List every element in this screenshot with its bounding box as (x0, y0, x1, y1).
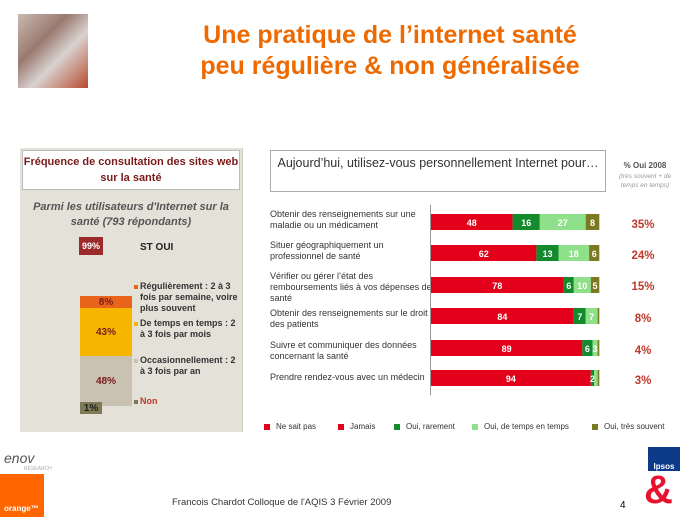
bar-segment-r6-jamais (431, 370, 591, 386)
title-line-1: Une pratique de l’internet santé (203, 21, 577, 49)
bar-segment-r4-oui-tr-s-souvent (597, 308, 600, 324)
bar-segment-r6-oui-tr-s-souvent (597, 370, 600, 386)
segment-occasionally: 48% (80, 356, 132, 406)
bar-segment-r6-oui-rarement (590, 370, 595, 386)
page-title: Une pratique de l’internet santé peu rég… (110, 20, 670, 82)
bar-label-r2-s3: 18 (569, 249, 579, 259)
bar-label-r5-s1: 89 (502, 344, 512, 354)
bar-segment-r1-oui-de-temps-en-temps (539, 214, 586, 230)
enov-logo-sub: RESEARCH (24, 466, 52, 472)
bar-segment-r2-oui-de-temps-en-temps (558, 245, 590, 261)
frequency-heading-box (22, 150, 240, 190)
segment-regular: 8% (80, 296, 132, 308)
bar-label-r1-s1: 48 (467, 218, 477, 228)
ampersand-logo: & (644, 468, 673, 512)
row-label-6: Prendre rendez-vous avec un médecin (270, 372, 425, 382)
bar-segment-r4-oui-rarement (573, 308, 586, 324)
bar-label-r2-s4: 6 (592, 249, 597, 259)
bar-segment-r1-oui-rarement (512, 214, 540, 230)
bar-label-r5-s2: 6 (585, 344, 590, 354)
question-text: Aujourd’hui, utilisez-vous personnelleme… (277, 156, 599, 170)
legend-item-rarement: Oui, rarement (394, 422, 455, 431)
oui-2008-2: 24% (631, 250, 655, 262)
segment-label-regular: Régulièrement : 2 à 3 fois par semaine, … (140, 281, 238, 313)
oui-2008-6: 3% (634, 375, 652, 387)
segment-no: 1% (80, 402, 102, 414)
question-box (270, 150, 606, 192)
bar-segment-r4-oui-de-temps-en-temps (585, 308, 598, 324)
chart-axis-line (430, 205, 431, 395)
oui-2008-1: 35% (631, 219, 655, 231)
legend-square-no (134, 400, 138, 404)
row-label-4: Obtenir des renseignements sur le droit … (270, 308, 428, 329)
segment-label-sometimes: De temps en temps : 2 à 3 fois par mois (140, 318, 236, 339)
bar-label-r2-s1: 62 (479, 249, 489, 259)
oui-2008-4: 8% (634, 313, 652, 325)
bar-segment-r5-oui-rarement (582, 340, 593, 356)
bar-segment-r3-oui-de-temps-en-temps (573, 277, 591, 293)
oui-2008-header: % Oui 2008 (623, 161, 667, 170)
segment-label-occasionally: Occasionnellement : 2 à 3 fois par an (140, 355, 236, 376)
bar-label-r2-s2: 13 (542, 249, 552, 259)
bar-segment-r2-oui-tr-s-souvent (589, 245, 600, 261)
oui-2008-note: (très souvent + de temps en temps) (618, 173, 672, 189)
bar-label-r4-s1: 84 (497, 312, 507, 322)
page-number: 4 (620, 500, 626, 511)
bar-label-r1-s3: 27 (558, 218, 568, 228)
bar-label-r5-s3: 3 (593, 344, 598, 354)
legend-square-regular (134, 285, 138, 289)
bar-segment-r3-oui-tr-s-souvent (590, 277, 600, 293)
bar-label-r3-s3: 10 (577, 281, 587, 291)
bar-label-r6-s1: 94 (506, 374, 516, 384)
bar-segment-r2-oui-rarement (536, 245, 559, 261)
row-label-3: Vérifier ou gérer l’état des rembourseme… (270, 271, 432, 303)
frequency-subtitle: Parmi les utilisateurs d'Internet sur la… (33, 201, 229, 228)
legend-item-de-temps-en-temps: Oui, de temps en temps (472, 422, 569, 431)
title-line-2: peu régulière & non généralisée (200, 52, 580, 80)
legend-square-sometimes (134, 322, 138, 326)
footer-text: Francois Chardot Colloque de l'AQIS 3 Fé… (172, 497, 392, 508)
bar-segment-r4-jamais (431, 308, 574, 324)
bar-segment-r1-jamais (431, 214, 513, 230)
legend-item-jamais: Jamais (338, 422, 375, 431)
bar-segment-r1-oui-tr-s-souvent (585, 214, 600, 230)
bar-segment-r5-jamais (431, 340, 583, 356)
bar-label-r3-s1: 78 (492, 281, 502, 291)
oui-2008-5: 4% (634, 345, 652, 357)
legend-square-occasionally (134, 359, 138, 363)
st-oui-label: ST OUI (140, 242, 174, 253)
orange-logo-text: orange™ (4, 504, 39, 513)
segment-sometimes: 43% (80, 308, 132, 356)
bar-segment-r5-oui-de-temps-en-temps (592, 340, 598, 356)
bar-label-r1-s2: 16 (521, 218, 531, 228)
bar-segment-r3-jamais (431, 277, 564, 293)
bar-label-r4-s2: 7 (577, 312, 582, 322)
oui-2008-3: 15% (631, 281, 655, 293)
legend-item-ne-sait-pas: Ne sait pas (264, 422, 316, 431)
enov-logo: enov (4, 450, 35, 466)
frequency-heading: Fréquence de consultation des sites web … (23, 156, 239, 184)
bar-label-r3-s2: 6 (566, 281, 571, 291)
bar-segment-r2-jamais (431, 245, 537, 261)
bar-label-r4-s3: 7 (589, 312, 594, 322)
bar-segment-r5-oui-tr-s-souvent (597, 340, 600, 356)
bar-segment-r3-oui-rarement (563, 277, 574, 293)
segment-label-no: Non (140, 396, 158, 406)
orange-logo (0, 474, 44, 517)
ipsos-logo: Ipsos (648, 447, 680, 471)
row-label-5: Suivre et communiquer des données concer… (270, 340, 417, 361)
bar-label-r3-s4: 5 (593, 281, 598, 291)
st-oui-value: 99% (79, 237, 103, 255)
row-label-2: Situer géographiquement un professionnel… (270, 240, 384, 261)
header-photo (18, 14, 88, 88)
bar-label-r1-s4: 8 (590, 218, 595, 228)
legend-item-tres-souvent: Oui, très souvent (592, 422, 664, 431)
bar-segment-r6-oui-de-temps-en-temps (594, 370, 598, 386)
bar-label-r6-s2: 2 (590, 374, 595, 384)
row-label-1: Obtenir des renseignements sur une malad… (270, 209, 416, 230)
